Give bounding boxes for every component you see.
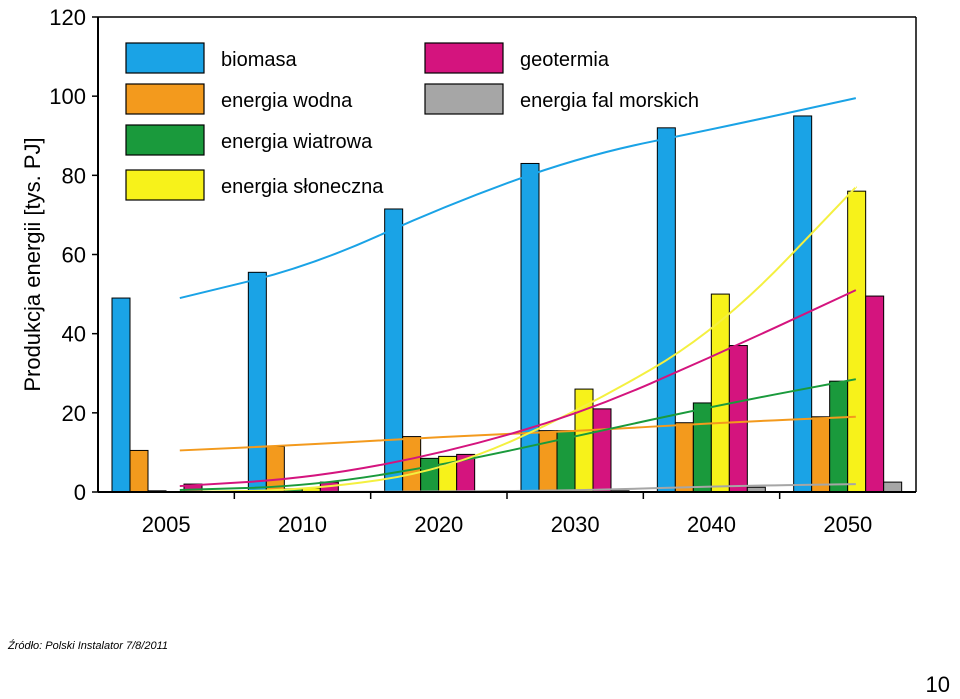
x-tick-label: 2030 [551,512,600,537]
bar-biomasa-2020 [384,208,404,493]
bar-biomasa-2040 [656,127,676,493]
y-tick-label: 60 [62,243,86,268]
page-number: 10 [925,672,950,697]
bar-geotermia-2040 [728,345,748,493]
trend-line-energia-wiatrowa [179,378,857,492]
bar-energia-wiatrowa-2020 [420,457,440,493]
bar-geotermia-2030 [592,408,612,493]
bar-energia-wiatrowa-2040 [692,402,712,493]
bar-energia-wodna-2010 [265,445,285,493]
legend-label: energia fal morskich [520,90,699,112]
bar-energia-wiatrowa-2050 [829,380,849,493]
bar-biomasa-2005 [111,297,131,493]
y-tick-label: 80 [62,163,86,188]
y-tick-label: 40 [62,322,86,347]
trend-line-geotermia [179,289,857,488]
bar-energia-wodna-2050 [811,416,831,493]
trend-line-energia-wodna [179,415,856,452]
bar-geotermia-2050 [865,295,885,493]
bar-energia-wodna-2005 [129,449,149,493]
legend-label: energia wodna [221,90,353,112]
legend-label: biomasa [221,49,297,71]
y-tick-label: 100 [49,84,86,109]
legend-swatch-energia-fal-morskich [424,83,504,115]
chart: biomasa energia wodna energia wiatrowa ener… [20,5,917,537]
bar-biomasa-2050 [793,115,813,493]
bar-energia-fal-morskich-2050 [883,481,903,493]
source-note: Źródło: Polski Instalator 7/8/2011 [8,640,168,652]
trend-lines [179,97,857,494]
y-tick-label: 0 [74,480,86,505]
bar-energia-wodna-2030 [538,430,558,493]
bar-energia-słoneczna-2050 [847,190,867,493]
trend-line-biomasa [179,97,857,300]
legend-swatch-energia-wodna [125,83,205,115]
bar-energia-wodna-2020 [402,436,422,493]
bar-energia-wodna-2040 [674,422,694,493]
legend-label: energia wiatrowa [221,131,373,153]
legend-label: geotermia [520,49,610,71]
legend: biomasa energia wodna energia wiatrowa ener… [125,42,699,201]
x-tick-label: 2040 [687,512,736,537]
bars [111,115,903,493]
bar-biomasa-2010 [247,271,267,493]
y-axis-label: Produkcja energii [tys. PJ] [20,137,45,391]
y-tick-label: 20 [62,401,86,426]
bar-energia-słoneczna-2030 [574,388,594,493]
legend-swatch-biomasa [125,42,205,74]
legend-swatch-energia-słoneczna [125,169,205,201]
bar-biomasa-2030 [520,162,540,493]
x-tick-label: 2010 [278,512,327,537]
x-tick-label: 2005 [142,512,191,537]
legend-swatch-geotermia [424,42,504,74]
legend-swatch-energia-wiatrowa [125,124,205,156]
trend-line-energia-słoneczna [179,186,857,493]
y-tick-label: 120 [49,5,86,30]
bar-energia-słoneczna-2040 [710,293,730,493]
x-tick-label: 2020 [414,512,463,537]
legend-label: energia słoneczna [221,176,384,198]
x-tick-label: 2050 [823,512,872,537]
